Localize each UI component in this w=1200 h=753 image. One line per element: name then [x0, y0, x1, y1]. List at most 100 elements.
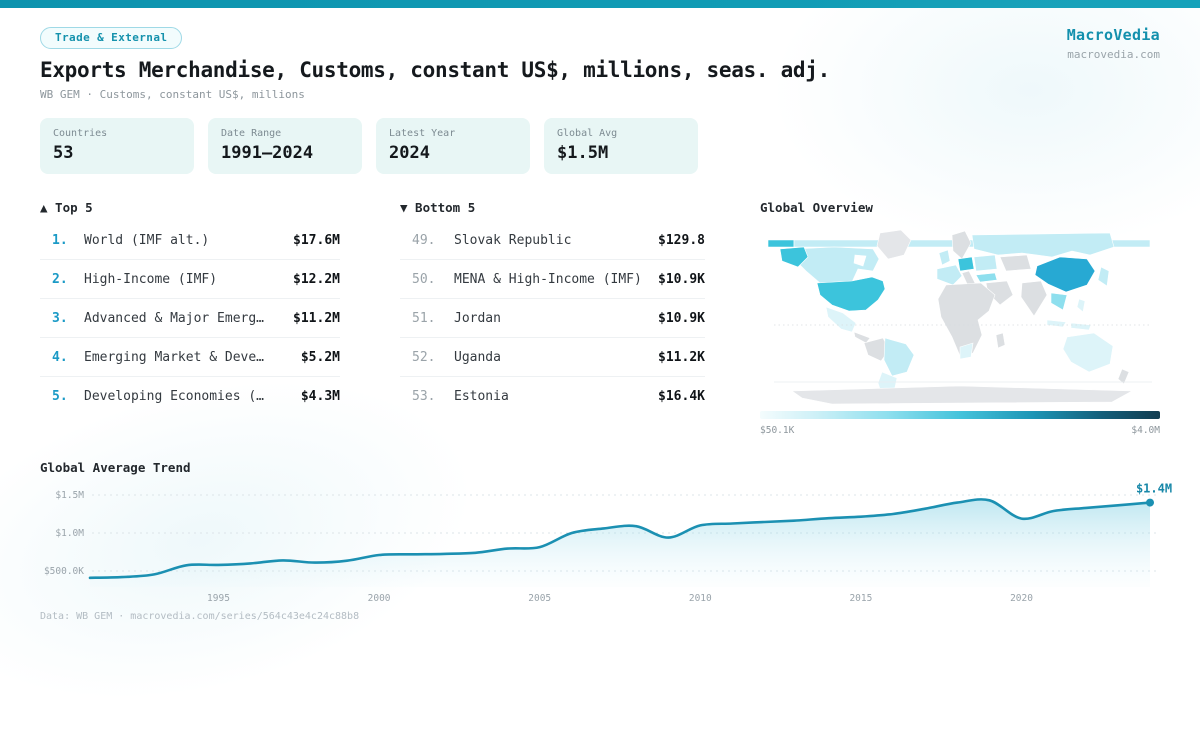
- top5-list: 1. World (IMF alt.) $17.6M 2. High-Incom…: [40, 221, 340, 415]
- trend-x-label: 2015: [849, 593, 872, 604]
- map-region-se-asia: [1050, 292, 1068, 311]
- rank-label: 53.: [412, 388, 436, 404]
- country-name: High-Income (IMF): [84, 271, 218, 287]
- bottom5-list: 49. Slovak Republic $129.8 50. MENA & Hi…: [400, 221, 705, 415]
- list-item: 52. Uganda $11.2K: [400, 338, 705, 377]
- country-name: Developing Economies (…: [84, 388, 265, 404]
- top-accent-bar: [0, 0, 1200, 8]
- trend-x-label: 2010: [689, 593, 712, 604]
- country-value: $10.9K: [658, 271, 705, 287]
- map-region-australia: [1062, 332, 1114, 373]
- trend-title: Global Average Trend: [40, 460, 191, 475]
- map-region-indonesia: [1046, 319, 1067, 328]
- stat-label: Global Avg: [557, 128, 618, 139]
- page-subtitle: WB GEM · Customs, constant US$, millions: [40, 88, 305, 101]
- list-item: 50. MENA & High-Income (IMF) $10.9K: [400, 260, 705, 299]
- stat-label: Date Range: [221, 128, 282, 139]
- map-region-east-europe: [973, 254, 998, 272]
- trend-end-dot: [1146, 498, 1154, 507]
- trend-end-label: $1.4M: [1136, 482, 1172, 496]
- map-region-south-africa: [959, 342, 974, 360]
- stat-value: 1991—2024: [221, 143, 314, 163]
- trend-x-label: 2000: [368, 593, 391, 604]
- stat-card: Countries 53: [40, 118, 194, 174]
- country-value: $10.9K: [658, 310, 705, 326]
- country-value: $16.4K: [658, 388, 705, 404]
- trend-section: Global Average Trend $1.5M $1.0M $500.0K 19…: [40, 460, 1172, 609]
- list-item: 49. Slovak Republic $129.8: [400, 221, 705, 260]
- map-region-greenland: [876, 229, 912, 260]
- stat-label: Latest Year: [389, 128, 456, 139]
- stat-card: Latest Year 2024: [376, 118, 530, 174]
- map-region-germany: [957, 256, 975, 272]
- top5-header: ▲ Top 5: [40, 200, 93, 215]
- list-item: 2. High-Income (IMF) $12.2M: [40, 260, 340, 299]
- map-region-russia: [971, 232, 1115, 258]
- rank-label: 4.: [52, 349, 68, 365]
- map-region-antarctica: [791, 385, 1134, 405]
- global-overview-panel: Global Overview: [760, 200, 1160, 436]
- world-choropleth-map: [767, 229, 1152, 405]
- map-region-india: [1020, 280, 1048, 317]
- rank-label: 5.: [52, 388, 68, 404]
- rank-label: 52.: [412, 349, 436, 365]
- list-item: 5. Developing Economies (… $4.3M: [40, 377, 340, 415]
- trend-y-label: $1.0M: [55, 528, 84, 539]
- trend-x-label: 2020: [1010, 593, 1033, 604]
- trend-y-label: $500.0K: [44, 566, 84, 577]
- country-value: $12.2M: [293, 271, 340, 287]
- list-item: 4. Emerging Market & Deve… $5.2M: [40, 338, 340, 377]
- brand-wordmark: MacroVedia: [1066, 26, 1160, 44]
- country-name: Estonia: [454, 388, 509, 404]
- map-region-hudson-bay: [853, 254, 867, 267]
- rank-label: 49.: [412, 232, 436, 248]
- bottom5-header: ▼ Bottom 5: [400, 200, 476, 215]
- country-name: Slovak Republic: [454, 232, 572, 248]
- map-region-turkey: [975, 272, 998, 283]
- rank-label: 1.: [52, 232, 68, 248]
- country-name: MENA & High-Income (IMF): [454, 271, 642, 287]
- map-region-arctic-west: [767, 239, 795, 248]
- map-region-philippines: [1076, 298, 1086, 313]
- trend-x-label: 2005: [528, 593, 551, 604]
- country-name: Uganda: [454, 349, 501, 365]
- trend-chart: $1.5M $1.0M $500.0K 1995 2000 2005 2010 2015 202…: [44, 482, 1172, 604]
- map-color-scale: [760, 411, 1160, 419]
- trend-area-fill: [90, 499, 1150, 587]
- category-badge: Trade & External: [40, 27, 183, 49]
- country-name: Jordan: [454, 310, 501, 326]
- map-region-uk: [938, 249, 951, 266]
- rank-label: 2.: [52, 271, 68, 287]
- map-region-new-zealand: [1117, 368, 1130, 385]
- stat-label: Countries: [53, 128, 108, 139]
- footer-source-link[interactable]: Data: WB GEM · macrovedia.com/series/564…: [40, 611, 360, 622]
- legend-min-label: $50.1K: [760, 425, 795, 436]
- stat-card: Date Range 1991—2024: [208, 118, 362, 174]
- list-item: 3. Advanced & Major Emerg… $11.2M: [40, 299, 340, 338]
- bottom5-panel: ▼ Bottom 5 49. Slovak Republic $129.8 50…: [400, 200, 705, 436]
- country-name: World (IMF alt.): [84, 232, 210, 248]
- rank-label: 3.: [52, 310, 68, 326]
- country-value: $11.2M: [293, 310, 340, 326]
- brand-block: MacroVedia macrovedia.com: [1067, 26, 1160, 61]
- map-region-canada: [793, 246, 880, 284]
- header: Trade & External Exports Merchandise, Cu…: [40, 26, 1160, 101]
- country-value: $5.2M: [300, 349, 340, 365]
- country-name: Advanced & Major Emerg…: [84, 310, 265, 326]
- map-region-scandinavia: [951, 230, 972, 260]
- map-region-usa: [816, 276, 886, 312]
- trend-line: [88, 498, 1152, 580]
- rank-label: 50.: [412, 271, 436, 287]
- page-title: Exports Merchandise, Customs, constant U…: [40, 58, 830, 82]
- map-region-italy: [961, 270, 976, 287]
- stat-card: Global Avg $1.5M: [544, 118, 698, 174]
- trend-y-label: $1.5M: [55, 490, 84, 501]
- stat-value: $1.5M: [557, 143, 609, 163]
- map-region-japan: [1097, 266, 1110, 287]
- map-region-brazil: [883, 337, 915, 377]
- map-region-alaska: [779, 246, 809, 268]
- map-region-indonesia: [1070, 322, 1092, 331]
- map-region-china: [1034, 256, 1096, 293]
- map-region-central-america: [853, 331, 871, 344]
- brand-domain-link[interactable]: macrovedia.com: [1067, 48, 1160, 61]
